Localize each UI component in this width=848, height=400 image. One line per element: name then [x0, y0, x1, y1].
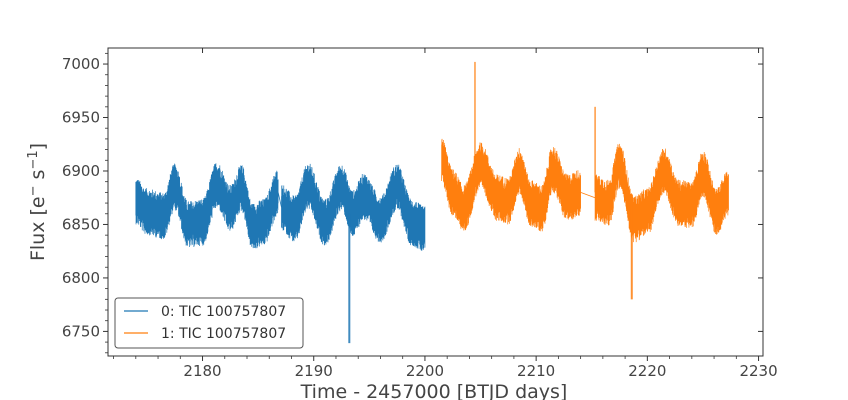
y-axis-label-end: ]: [27, 143, 49, 150]
series-0-segment-0: [135, 163, 279, 249]
x-tick-label: 2210: [517, 362, 555, 380]
series-layer: [135, 61, 729, 344]
series-1: [441, 61, 729, 300]
series-1-segment-0: [441, 138, 581, 232]
series-1-gap-connector: [580, 191, 596, 199]
x-tick-label: 2190: [295, 362, 333, 380]
y-axis-label-sup1: −: [26, 186, 41, 197]
y-tick-label: 6950: [62, 109, 100, 127]
legend-label-0: 0: TIC 100757807: [161, 304, 286, 320]
plot-frame: [107, 47, 764, 357]
y-tick-label: 6900: [62, 162, 100, 180]
y-axis-label-sup2: −1: [26, 150, 41, 169]
legend: 0: TIC 100757807 1: TIC 100757807: [114, 297, 304, 349]
y-axis-label: Flux [e− s−1]: [26, 143, 49, 261]
series-0-segment-1: [281, 163, 426, 251]
legend-box: [114, 297, 304, 349]
series-1-segment-1: [594, 143, 729, 243]
x-tick-label: 2200: [406, 362, 444, 380]
x-axis-label: Time - 2457000 [BTJD days]: [300, 381, 568, 400]
x-tick-label: 2230: [739, 362, 777, 380]
y-tick-label: 7000: [62, 55, 100, 73]
axis-ticks: 2180 2190 2200 2210 2220 2230 6750 6800 6850 6900…: [62, 48, 778, 380]
x-tick-label: 2180: [183, 362, 221, 380]
series-0-gap-connector: [277, 192, 282, 208]
series-0: [135, 163, 426, 344]
y-tick-label: 6800: [62, 269, 100, 287]
y-tick-label: 6750: [62, 322, 100, 340]
x-tick-label: 2220: [628, 362, 666, 380]
y-axis-label-main: Flux [e: [27, 196, 49, 261]
y-axis-label-mid: s: [27, 170, 49, 186]
legend-label-1: 1: TIC 100757807: [161, 326, 286, 342]
y-tick-label: 6850: [62, 215, 100, 233]
